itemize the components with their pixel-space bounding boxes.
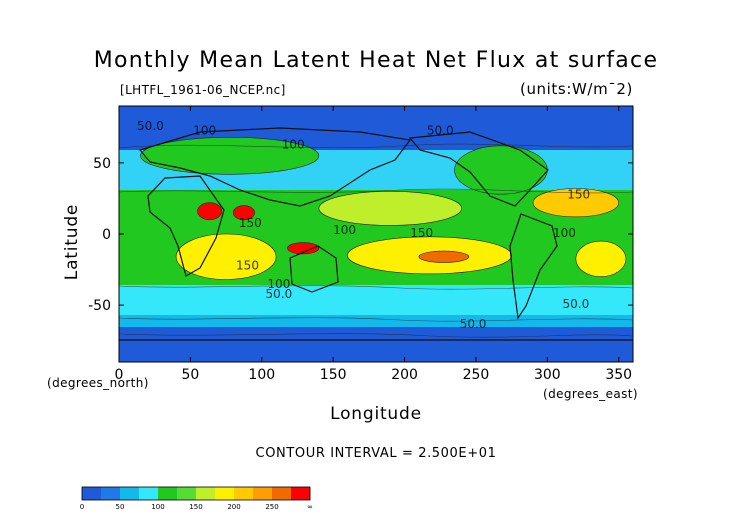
colorbar-swatch [253,487,273,500]
contour-label: 50.0 [137,119,164,133]
region-tropical-indian-ocean [175,233,277,280]
x-tick-label: 100 [248,367,275,383]
colorbar-swatch [82,487,102,500]
colorbar-tick-label: ∞ [307,503,313,511]
contour-interval-label: CONTOUR INTERVAL = 2.500E+01 [255,446,497,461]
north-america-outline [408,131,549,207]
chart-title: Monthly Mean Latent Heat Net Flux at sur… [93,48,659,73]
contour-label: 100 [333,223,356,237]
colorbar-tick-label: 150 [189,503,202,511]
contour-label: 50.0 [563,297,590,311]
colorbar-tick-label: 200 [227,503,240,511]
south-america-outline [509,213,558,320]
contour-label: 100 [282,138,305,152]
band-tropics [119,190,633,285]
source-file-label: [LHTFL_1961-06_NCEP.nc] [120,83,286,97]
contour-label: 50.0 [460,317,487,331]
region-south-atlantic [575,240,627,277]
colorbar-swatch [234,487,254,500]
region-bay-of-bengal-max [232,205,255,221]
australia-outline [289,245,339,293]
ocean-background [119,106,633,362]
y-tick-label: 0 [102,227,111,243]
colorbar-frame [81,486,311,501]
band-north-midlat [119,150,633,190]
y-axis-label: Latitude [62,203,82,281]
contour-line [119,333,633,338]
contour-label: 50.0 [427,123,454,137]
contour-label: 100 [193,123,216,137]
x-axis-units: (degrees_east) [543,387,638,401]
contour-label: 150 [239,216,262,230]
band-south-high [119,315,633,327]
x-axis-label: Longitude [330,404,422,424]
colorbar-swatch [158,487,178,500]
contour-line [119,143,633,149]
colorbar-swatch [120,487,140,500]
colorbar-tick-label: 100 [151,503,164,511]
x-tick-label: 50 [181,367,199,383]
x-tick-label: 200 [391,367,418,383]
region-atlantic-subtropical-north [532,188,620,218]
x-tick-label: 250 [463,367,490,383]
y-axis-units: (degrees_north) [47,376,149,390]
africa-outline [147,175,225,277]
region-central-pacific-max [418,250,470,263]
colorbar-tick-label: 50 [116,503,125,511]
colorbar-swatch [196,487,216,500]
colorbar-swatch [139,487,159,500]
contour-line [119,188,633,194]
x-tick-label: 350 [605,367,632,383]
region-tropical-pacific-south [347,236,512,275]
plot-frame [118,105,634,363]
y-tick-label: 50 [93,156,111,172]
region-land-eurasia-flux [140,136,320,175]
colorbar-swatch [291,487,311,500]
y-tick-label: -50 [88,298,111,314]
contour-label: 100 [267,277,290,291]
region-timor-sea-max [287,242,320,255]
region-arabian-sea-max [197,202,223,221]
contour-label: 150 [236,259,259,273]
eurasia-outline [138,127,412,207]
colorbar-swatch [101,487,121,500]
region-land-america-flux [454,145,548,195]
colorbar-swatch [215,487,235,500]
contour-label: 150 [410,226,433,240]
contour-line [119,285,633,290]
contour-label: 150 [567,187,590,201]
units-label: (units:W/m¯2) [520,80,633,98]
x-tick-label: 150 [320,367,347,383]
colorbar-swatch [272,487,292,500]
colorbar-tick-label: 250 [265,503,278,511]
contour-label: 50.0 [266,287,293,301]
colorbar-tick-label: 0 [80,503,84,511]
colorbar-swatch [177,487,197,500]
contour-line [119,317,633,322]
region-pacific-band-north [318,191,462,226]
contour-label: 100 [553,226,576,240]
x-tick-label: 300 [534,367,561,383]
band-south-midlat [119,285,633,315]
